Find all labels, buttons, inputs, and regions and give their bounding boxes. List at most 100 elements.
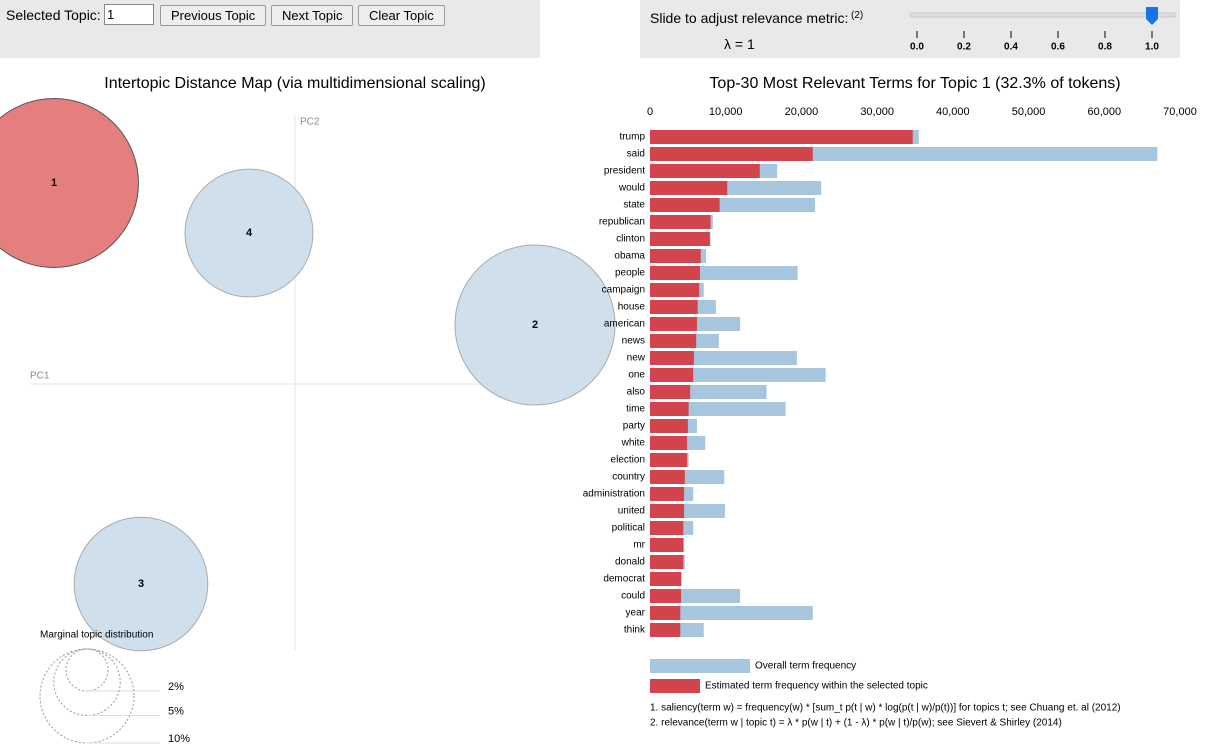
topic-bubble[interactable] — [73, 516, 209, 652]
chart-title: Intertopic Distance Map (via multidimens… — [104, 75, 486, 92]
term-bar[interactable] — [650, 623, 681, 637]
term-label: republican — [599, 217, 645, 228]
selected-label: Selected Topic: — [6, 7, 101, 23]
slider-panel — [640, 0, 1180, 58]
x-tick-label: 0 — [647, 106, 653, 118]
term-label: people — [615, 268, 645, 279]
size-legend-circle — [53, 648, 121, 716]
term-bar[interactable] — [650, 504, 685, 518]
term-bar[interactable] — [650, 402, 689, 416]
x-tick-label: 70,000 — [1163, 106, 1197, 118]
term-label: country — [612, 472, 645, 483]
x-tick-label: 50,000 — [1012, 106, 1046, 118]
term-bar[interactable] — [650, 606, 681, 620]
term-label: obama — [614, 251, 645, 262]
term-label: white — [621, 438, 646, 449]
term-label: clinton — [616, 234, 645, 245]
size-legend-label: 5% — [168, 705, 184, 717]
term-label: one — [628, 370, 645, 381]
term-bar[interactable] — [650, 266, 700, 280]
term-label: could — [621, 591, 645, 602]
term-bar[interactable] — [650, 283, 700, 297]
term-bar[interactable] — [650, 147, 813, 161]
term-bar[interactable] — [650, 317, 697, 331]
term-bar[interactable] — [650, 453, 688, 467]
term-bar[interactable] — [650, 334, 697, 348]
slider-thumb[interactable] — [1146, 7, 1158, 25]
term-bar[interactable] — [650, 300, 698, 314]
legend-label: Estimated term frequency within the sele… — [705, 681, 928, 692]
prev-button[interactable]: Previous Topic — [160, 5, 267, 26]
slider-tick-label: 0.0 — [910, 42, 924, 53]
term-bar[interactable] — [650, 385, 691, 399]
x-tick-label: 10,000 — [709, 106, 743, 118]
term-label: president — [604, 166, 645, 177]
chart-title: Top-30 Most Relevant Terms for Topic 1 (… — [709, 75, 1120, 92]
term-bar[interactable] — [650, 487, 685, 501]
footnote: 2. relevance(term w | topic t) = λ * p(w… — [650, 718, 1062, 729]
next-button[interactable]: Next Topic — [271, 5, 354, 26]
topic-label: 3 — [138, 578, 144, 590]
term-label: also — [627, 387, 646, 398]
term-bar[interactable] — [650, 198, 720, 212]
term-bar[interactable] — [650, 470, 685, 484]
size-legend-label: 10% — [168, 733, 190, 745]
x-tick-label: 30,000 — [860, 106, 894, 118]
slider-note: (2) — [851, 10, 864, 21]
term-bar[interactable] — [650, 351, 694, 365]
topic-bubble[interactable] — [0, 98, 139, 268]
size-legend-circle — [65, 648, 109, 692]
size-legend-title: Marginal topic distribution — [40, 630, 153, 641]
x-tick-label: 40,000 — [936, 106, 970, 118]
term-bar[interactable] — [650, 589, 682, 603]
topic-label: 1 — [51, 177, 57, 189]
term-label: donald — [615, 557, 645, 568]
term-label: new — [627, 353, 646, 364]
term-bar[interactable] — [650, 572, 682, 586]
term-label: said — [627, 149, 645, 160]
slider-tick-label: 0.8 — [1098, 42, 1112, 53]
term-label: time — [626, 404, 645, 415]
term-bar[interactable] — [650, 232, 710, 246]
term-bar[interactable] — [650, 436, 688, 450]
term-bar[interactable] — [650, 368, 694, 382]
term-bar[interactable] — [650, 215, 711, 229]
term-label: mr — [633, 540, 645, 551]
term-label: american — [604, 319, 645, 330]
slider-tick-label: 0.4 — [1004, 42, 1018, 53]
topic-bubble[interactable] — [184, 168, 314, 298]
topic-bubble[interactable] — [454, 244, 616, 406]
slider-tick-label: 0.6 — [1051, 42, 1065, 53]
term-bar[interactable] — [650, 164, 760, 178]
term-bar[interactable] — [650, 181, 728, 195]
term-bar[interactable] — [650, 249, 701, 263]
size-legend-circle — [39, 648, 135, 744]
term-label: trump — [619, 132, 645, 143]
term-label: state — [623, 200, 645, 211]
slider-label: Slide to adjust relevance metric: — [650, 10, 849, 26]
term-label: democrat — [603, 574, 645, 585]
x-tick-label: 60,000 — [1087, 106, 1121, 118]
term-label: political — [612, 523, 645, 534]
topic-panel — [0, 0, 540, 58]
legend-label: Overall term frequency — [755, 661, 856, 672]
term-bar[interactable] — [650, 368, 826, 382]
term-bar[interactable] — [650, 521, 684, 535]
term-label: party — [623, 421, 645, 432]
y-axis-label: PC2 — [300, 117, 320, 128]
term-label: campaign — [602, 285, 645, 296]
size-legend-label: 2% — [168, 681, 184, 693]
term-bar[interactable] — [650, 130, 913, 144]
slider-tick-label: 0.2 — [957, 42, 971, 53]
term-bar[interactable] — [650, 538, 684, 552]
legend-swatch — [650, 659, 750, 673]
clear-button[interactable]: Clear Topic — [358, 5, 445, 26]
topic-input[interactable] — [104, 4, 154, 25]
term-bar[interactable] — [650, 606, 813, 620]
slider-track — [909, 12, 1177, 18]
term-label: election — [611, 455, 645, 466]
footnote: 1. saliency(term w) = frequency(w) * [su… — [650, 703, 1121, 714]
term-bar[interactable] — [650, 419, 688, 433]
term-bar[interactable] — [650, 555, 684, 569]
lambda-label: λ = 1 — [724, 36, 755, 52]
